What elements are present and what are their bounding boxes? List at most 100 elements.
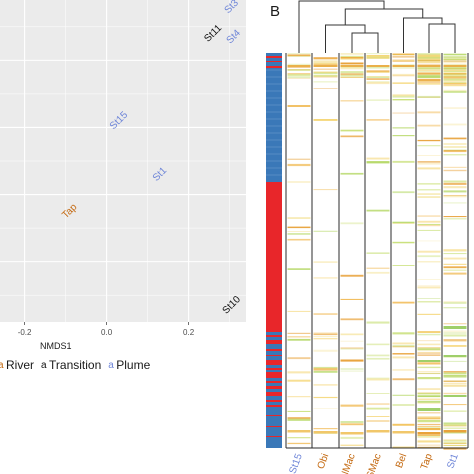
heatmap-cell [340, 129, 364, 132]
heatmap-cell [417, 428, 441, 431]
heatmap-cell [443, 430, 467, 433]
heatmap-cell [287, 371, 311, 374]
heatmap-cell [340, 333, 364, 336]
heatmap-cell [417, 349, 441, 351]
heatmap-cell [417, 392, 441, 395]
heatmap-cell [340, 57, 364, 59]
heatmap-cell [443, 307, 467, 309]
heatmap-cell [417, 426, 441, 427]
heatmap-cell [313, 408, 338, 409]
heatmap-cell [392, 67, 415, 69]
heatmap-cell [313, 338, 338, 340]
heatmap-cell [366, 430, 390, 433]
heatmap-cell [392, 53, 415, 56]
heatmap-cell [443, 66, 467, 69]
heatmap-cell [417, 53, 441, 55]
annotation-band [266, 400, 282, 402]
heatmap-cell [417, 224, 441, 225]
heatmap-cell [417, 66, 441, 68]
heatmap-cell [313, 336, 338, 338]
legend-key-river: a [0, 360, 4, 371]
heatmap-cell [443, 186, 467, 188]
heatmap-cell [287, 76, 311, 78]
heatmap-cell [417, 74, 441, 77]
heatmap-cell [313, 58, 338, 60]
heatmap-cell [443, 257, 467, 260]
heatmap-cell [417, 347, 441, 350]
heatmap-cell [366, 420, 390, 422]
column-label-nmac: NMac [339, 452, 358, 474]
heatmap-cell [287, 442, 311, 445]
heatmap-cell [392, 64, 415, 65]
heatmap-cell [392, 65, 415, 67]
annotation-band [266, 372, 282, 378]
heatmap-cell [417, 408, 441, 411]
heatmap-cell [443, 69, 467, 72]
heatmap-cell [340, 318, 364, 321]
heatmap-cell [417, 366, 441, 369]
heatmap-cell [443, 169, 467, 172]
dendrogram-link [325, 24, 366, 53]
heatmap-cell [340, 444, 364, 446]
annotation-band [266, 405, 282, 407]
annotation-band [266, 340, 282, 344]
heatmap-cell [417, 377, 441, 380]
annotation-band [266, 56, 282, 58]
heatmap-cell [313, 88, 338, 89]
heatmap-cell [417, 401, 441, 403]
nmds-x-axis-label: NMDS1 [40, 341, 72, 351]
heatmap-cell [443, 334, 467, 337]
heatmap-cell [366, 99, 390, 101]
heatmap-cell [313, 71, 338, 74]
heatmap-cell [340, 71, 364, 74]
heatmap-cell [287, 65, 311, 67]
heatmap-cell [313, 261, 338, 263]
heatmap-cell [443, 61, 467, 62]
heatmap-cell [417, 417, 441, 420]
heatmap-cell [417, 351, 441, 353]
heatmap-cell [340, 172, 364, 175]
heatmap-cell [392, 222, 415, 224]
heatmap-cell [443, 375, 467, 377]
heatmap-cell [443, 340, 467, 342]
dendrogram-link [403, 17, 443, 53]
heatmap-cell [313, 332, 338, 335]
heatmap-cell [443, 65, 467, 67]
heatmap-cell [417, 196, 441, 198]
heatmap-cell [392, 60, 415, 62]
heatmap-cell [340, 58, 364, 60]
heatmap-cell [287, 54, 311, 57]
heatmap-cell [417, 183, 441, 185]
heatmap-cell [366, 407, 390, 410]
heatmap-cell [340, 340, 364, 342]
heatmap-cell [417, 189, 441, 191]
heatmap-cell [417, 79, 441, 81]
heatmap-cell [340, 423, 364, 426]
heatmap-cell [366, 357, 390, 360]
heatmap-cell [443, 78, 467, 81]
dendrogram-link [344, 8, 424, 25]
heatmap-cell [443, 380, 467, 382]
heatmap-cell [366, 267, 390, 269]
heatmap-cell [417, 240, 441, 242]
heatmap-cell [287, 410, 311, 412]
dendrogram-link [351, 32, 379, 53]
column-label-bel: Bel [394, 452, 409, 469]
heatmap-cell [287, 76, 311, 78]
heatmap-cell [287, 77, 311, 79]
heatmap-cell [340, 421, 364, 423]
heatmap-cell [287, 105, 311, 107]
heatmap-cell [443, 323, 467, 325]
heatmap-cell [443, 383, 467, 385]
heatmap-cell [366, 119, 390, 121]
heatmap-cell [366, 161, 390, 164]
heatmap-cell [287, 226, 311, 229]
heatmap-cell [417, 362, 441, 365]
heatmap-cell [340, 53, 364, 55]
heatmap-cell [313, 428, 338, 430]
column-label-obi: Obi [316, 452, 332, 470]
annotation-band [266, 386, 282, 389]
heatmap-cell [443, 404, 467, 406]
heatmap-cell [392, 221, 415, 224]
heatmap-cell [443, 82, 467, 84]
